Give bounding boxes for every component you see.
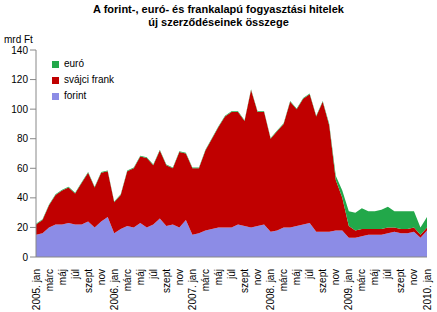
svg-text:júl: júl xyxy=(70,269,81,280)
svg-text:2009. jan: 2009. jan xyxy=(343,269,354,310)
svg-text:2008. jan: 2008. jan xyxy=(265,269,276,310)
svg-text:0: 0 xyxy=(22,252,28,263)
html-text:A forint-, euró- és frankalapú: A forint-, euró- és frankalapú fogyasztá… xyxy=(93,3,344,15)
svg-text:nov: nov xyxy=(252,269,263,285)
svg-text:júl: júl xyxy=(148,269,159,280)
html-text:svájci frank: svájci frank xyxy=(64,74,114,85)
svg-text:márc: márc xyxy=(44,269,55,291)
svg-text:máj: máj xyxy=(291,269,302,285)
svg-text:máj: máj xyxy=(57,269,68,285)
svg-text:máj: máj xyxy=(135,269,146,285)
svg-text:2006. jan: 2006. jan xyxy=(109,269,120,310)
svg-text:márc: márc xyxy=(122,269,133,291)
svg-text:20: 20 xyxy=(17,222,29,233)
svg-text:máj: máj xyxy=(369,269,380,285)
svg-text:60: 60 xyxy=(17,163,29,174)
svg-text:márc: márc xyxy=(356,269,367,291)
svg-text:120: 120 xyxy=(11,74,28,85)
svg-text:szept: szept xyxy=(317,269,328,293)
svg-text:140: 140 xyxy=(11,45,28,56)
svg-text:nov: nov xyxy=(174,269,185,285)
svg-text:szept: szept xyxy=(83,269,94,293)
svg-text:júl: júl xyxy=(382,269,393,280)
svg-text:szept: szept xyxy=(161,269,172,293)
svg-text:szept: szept xyxy=(239,269,250,293)
html-text:forint: forint xyxy=(64,90,87,101)
svg-text:nov: nov xyxy=(408,269,419,285)
svg-text:2007. jan: 2007. jan xyxy=(187,269,198,310)
svg-text:júl: júl xyxy=(304,269,315,280)
svg-text:80: 80 xyxy=(17,133,29,144)
svg-text:nov: nov xyxy=(330,269,341,285)
svg-text:nov: nov xyxy=(96,269,107,285)
svg-text:máj: máj xyxy=(213,269,224,285)
svg-text:márc: márc xyxy=(200,269,211,291)
html-text:mrd Ft: mrd Ft xyxy=(4,34,33,45)
svg-text:2005. jan: 2005. jan xyxy=(31,269,42,310)
svg-text:júl: júl xyxy=(226,269,237,280)
html-text:új szerződéseinek összege: új szerződéseinek összege xyxy=(148,16,289,28)
html-text:euró: euró xyxy=(64,58,84,69)
svg-text:szept: szept xyxy=(395,269,406,293)
svg-text:40: 40 xyxy=(17,192,29,203)
svg-text:márc: márc xyxy=(278,269,289,291)
svg-text:100: 100 xyxy=(11,104,28,115)
svg-text:2010. jan: 2010. jan xyxy=(422,269,430,310)
